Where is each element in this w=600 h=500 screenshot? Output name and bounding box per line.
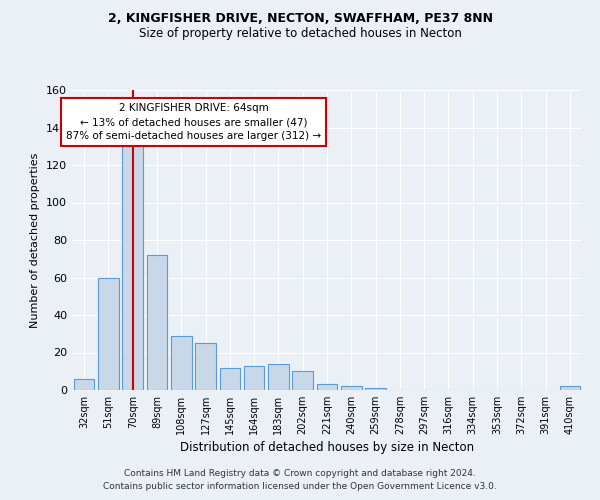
- Bar: [195, 343, 216, 390]
- Bar: [98, 278, 119, 390]
- Bar: [268, 364, 289, 390]
- Bar: [122, 146, 143, 390]
- Text: 2, KINGFISHER DRIVE, NECTON, SWAFFHAM, PE37 8NN: 2, KINGFISHER DRIVE, NECTON, SWAFFHAM, P…: [107, 12, 493, 26]
- X-axis label: Distribution of detached houses by size in Necton: Distribution of detached houses by size …: [180, 441, 474, 454]
- Bar: [74, 379, 94, 390]
- Y-axis label: Number of detached properties: Number of detached properties: [31, 152, 40, 328]
- Bar: [341, 386, 362, 390]
- Bar: [365, 388, 386, 390]
- Bar: [220, 368, 240, 390]
- Bar: [171, 336, 191, 390]
- Text: 2 KINGFISHER DRIVE: 64sqm
← 13% of detached houses are smaller (47)
87% of semi-: 2 KINGFISHER DRIVE: 64sqm ← 13% of detac…: [66, 103, 321, 141]
- Bar: [317, 384, 337, 390]
- Bar: [146, 255, 167, 390]
- Text: Contains public sector information licensed under the Open Government Licence v3: Contains public sector information licen…: [103, 482, 497, 491]
- Text: Size of property relative to detached houses in Necton: Size of property relative to detached ho…: [139, 28, 461, 40]
- Bar: [292, 371, 313, 390]
- Bar: [560, 386, 580, 390]
- Text: Contains HM Land Registry data © Crown copyright and database right 2024.: Contains HM Land Registry data © Crown c…: [124, 468, 476, 477]
- Bar: [244, 366, 265, 390]
